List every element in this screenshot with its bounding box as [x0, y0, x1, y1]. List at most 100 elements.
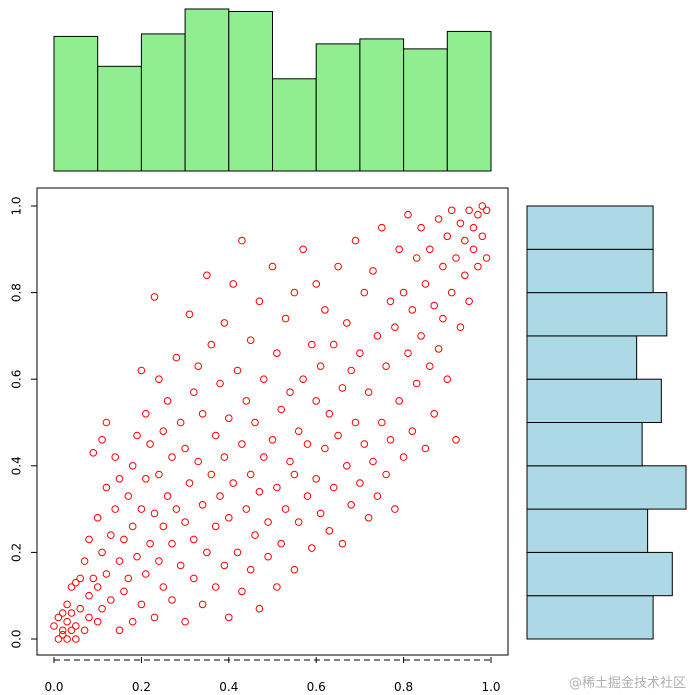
scatter-point: [316, 362, 325, 371]
scatter-point: [203, 271, 211, 280]
scatter-point: [452, 436, 460, 444]
right-hist-bar: [526, 508, 649, 553]
scatter-point: [373, 492, 382, 500]
scatter-point: [264, 552, 272, 561]
scatter-point: [378, 223, 386, 232]
scatter-point: [190, 574, 198, 583]
scatter-point: [176, 418, 185, 427]
scatter-point: [421, 280, 430, 288]
scatter-point: [85, 535, 93, 544]
scatter-point: [246, 470, 255, 479]
scatter-point: [273, 349, 281, 358]
scatter-point: [159, 522, 168, 531]
scatter-point: [329, 340, 338, 349]
top-hist-bar: [228, 10, 274, 172]
scatter-point: [482, 254, 491, 262]
scatter-point: [474, 210, 482, 219]
scatter-point: [281, 314, 290, 323]
scatter-point: [93, 514, 102, 522]
y-tick-label: 0.6: [10, 370, 24, 389]
scatter-point: [343, 462, 351, 470]
scatter-point: [312, 475, 321, 483]
scatter-point: [58, 609, 67, 617]
scatter-point: [277, 405, 286, 414]
scatter-point: [185, 479, 194, 487]
scatter-point: [146, 440, 154, 448]
scatter-point: [316, 509, 325, 518]
scatter-point: [255, 488, 264, 496]
scatter-point: [85, 591, 93, 600]
scatter-point: [343, 319, 351, 327]
scatter-point: [404, 210, 412, 219]
scatter-point: [356, 479, 364, 487]
scatter-point: [443, 232, 452, 241]
scatter-point: [334, 431, 342, 440]
scatter-point: [404, 349, 412, 358]
scatter-point: [238, 587, 246, 596]
scatter-point: [351, 418, 360, 427]
scatter-point: [102, 570, 111, 578]
scatter-point: [93, 617, 102, 626]
scatter-point: [303, 440, 312, 448]
y-axis: 0.0 0.2 0.4 0.6 0.8 1.0: [10, 196, 37, 649]
y-tick-label: 0.0: [10, 629, 24, 648]
scatter-point: [325, 527, 334, 535]
scatter-point: [146, 539, 154, 548]
scatter-point: [198, 600, 207, 609]
x-tick-label: 0.8: [394, 680, 413, 694]
scatter-point: [246, 565, 255, 574]
scatter-point: [303, 492, 312, 500]
scatter-point: [242, 505, 251, 513]
scatter-point: [150, 509, 159, 518]
scatter-point: [185, 310, 194, 319]
scatter-point: [260, 453, 268, 461]
right-hist-bar: [526, 378, 662, 424]
scatter-point: [373, 332, 382, 340]
scatter-point: [417, 223, 425, 232]
scatter-point: [229, 280, 237, 288]
scatter-point: [246, 336, 255, 345]
scatter-point: [225, 613, 233, 622]
scatter-point: [181, 617, 189, 626]
scatter-point: [478, 232, 487, 241]
scatter-point: [211, 583, 220, 591]
scatter-point: [399, 453, 408, 461]
scatter-point: [426, 245, 434, 254]
scatter-point: [255, 604, 264, 613]
scatter-point: [159, 583, 168, 591]
scatter-point: [308, 340, 316, 349]
scatter-point: [369, 457, 377, 466]
scatter-point: [321, 306, 329, 314]
scatter-point: [334, 262, 342, 271]
scatter-point: [461, 236, 469, 245]
x-tick-label: 0.0: [44, 680, 63, 694]
scatter-point: [255, 297, 264, 306]
scatter-point: [50, 622, 58, 630]
scatter-point: [63, 617, 71, 626]
scatter-point: [207, 470, 216, 479]
scatter-point: [242, 397, 251, 405]
scatter-point: [111, 453, 119, 461]
scatter-point: [233, 366, 242, 375]
y-tick-label: 0.8: [10, 283, 24, 302]
scatter-point: [207, 340, 216, 349]
scatter-point: [72, 635, 80, 643]
scatter-point: [238, 236, 246, 245]
scatter-point: [58, 626, 67, 635]
scatter-point: [439, 314, 447, 323]
scatter-point: [98, 604, 106, 613]
scatter-point: [268, 262, 277, 271]
top-hist-bar: [359, 38, 405, 172]
x-axis: 0.0 0.2 0.4 0.6 0.8 1.0: [44, 657, 501, 694]
y-tick-label: 0.2: [10, 543, 24, 562]
scatter-point: [54, 635, 63, 643]
scatter-point: [281, 505, 290, 513]
scatter-point: [277, 539, 286, 548]
scatter-point: [120, 587, 128, 596]
scatter-point: [115, 557, 124, 565]
scatter-point: [465, 297, 473, 306]
scatter-point: [142, 410, 150, 418]
scatter-point: [85, 613, 93, 622]
scatter-point: [225, 414, 233, 423]
y-tick-label: 1.0: [10, 196, 24, 215]
